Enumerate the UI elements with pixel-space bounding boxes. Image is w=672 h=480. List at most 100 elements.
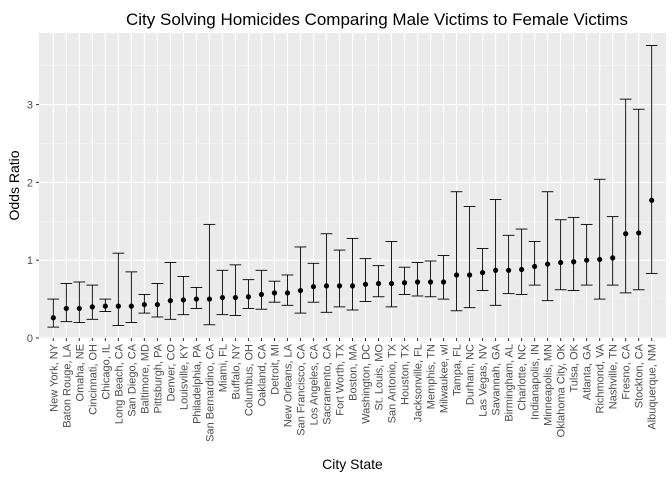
- data-point: [427, 279, 434, 285]
- errorbar: [437, 255, 450, 300]
- errorbar: [411, 262, 424, 297]
- x-tick-label: Albuquerque, NM: [647, 344, 659, 430]
- errorbar: [112, 252, 125, 327]
- x-tick-label: Milwaukee, wI: [439, 344, 451, 413]
- data-point: [219, 294, 226, 301]
- x-tick-label: Charlotte, NC: [517, 344, 529, 411]
- data-point: [610, 255, 616, 261]
- data-point: [375, 280, 382, 287]
- data-point: [532, 263, 538, 270]
- x-axis: New York, NY Baton Rouge, LA Omaha, NE Cinc…: [48, 338, 659, 442]
- errorbar: [359, 258, 372, 302]
- data-point: [479, 270, 486, 276]
- data-point: [349, 283, 356, 289]
- x-tick-label: Durham, NC: [465, 344, 477, 405]
- x-tick-label: Columbus, OH: [243, 344, 255, 416]
- y-tick-label: 2: [27, 177, 33, 189]
- x-tick-label: Houston, TX: [400, 343, 412, 405]
- data-point: [128, 303, 134, 309]
- x-tick-label: Washington, DC: [361, 344, 373, 424]
- errorbar: [463, 206, 476, 309]
- x-tick-label: Los Angeles, CA: [308, 343, 320, 425]
- errorbar: [554, 219, 567, 291]
- errorbar: [242, 279, 255, 309]
- errorbar: [541, 191, 554, 302]
- errorbar: [476, 248, 489, 291]
- errorbar: [177, 276, 190, 316]
- errorbar: [580, 223, 593, 286]
- x-tick-label: Richmond, VA: [595, 343, 607, 413]
- data-marks: [47, 44, 658, 328]
- x-tick-label: Denver, CO: [165, 344, 177, 402]
- x-tick-label: Atlanta, GA: [582, 343, 594, 400]
- x-tick-label: Indianapolis, IN: [530, 344, 542, 420]
- data-point: [154, 301, 160, 308]
- errorbar: [255, 269, 268, 310]
- x-tick-label: Detroit, MI: [269, 344, 281, 395]
- x-tick-label: Boston, MA: [348, 343, 360, 401]
- x-tick-label: Tampa, FL: [452, 344, 464, 396]
- errorbar: [86, 284, 99, 320]
- data-point: [401, 280, 408, 286]
- x-tick-label: Savannah, GA: [491, 343, 503, 415]
- data-point: [76, 305, 82, 312]
- data-point: [271, 290, 278, 296]
- data-point: [584, 257, 590, 263]
- x-tick-label: New York, NY: [48, 343, 60, 412]
- x-tick-label: Minneapolis, MN: [543, 344, 555, 426]
- x-tick-label: Fort Worth, TX: [334, 343, 346, 415]
- x-tick-label: Buffalo, NY: [230, 343, 242, 399]
- errorbar: [606, 216, 619, 286]
- errorbar: [593, 178, 606, 300]
- errorbar: [385, 241, 398, 308]
- data-point: [232, 294, 239, 301]
- errorbar: [229, 264, 242, 316]
- data-point: [89, 304, 95, 310]
- data-point: [245, 294, 252, 300]
- data-point: [519, 266, 525, 273]
- x-tick-label: Louisville, KY: [178, 343, 190, 410]
- data-point: [193, 296, 200, 302]
- x-tick-label: Sacramento, CA: [321, 343, 333, 424]
- x-tick-label: San Francisco, CA: [295, 343, 307, 435]
- data-point: [206, 296, 213, 302]
- data-point: [545, 261, 551, 267]
- data-point: [388, 280, 395, 287]
- errorbar: [281, 274, 294, 306]
- errorbar: [450, 191, 463, 312]
- errorbar: [333, 249, 346, 308]
- errorbar: [567, 216, 580, 291]
- errorbar: [307, 262, 320, 303]
- data-point: [623, 231, 629, 237]
- errorbar: [73, 281, 86, 323]
- x-tick-label: Baltimore, MD: [139, 344, 151, 414]
- data-point: [336, 283, 343, 289]
- errorbar: [502, 234, 515, 295]
- errorbar: [125, 271, 138, 323]
- data-point: [115, 303, 121, 309]
- x-tick-label: Omaha, NE: [74, 344, 86, 401]
- errorbar: [515, 228, 528, 295]
- x-tick-label: New Orleans, LA: [282, 343, 294, 427]
- data-point: [597, 256, 603, 263]
- errorbar: [346, 237, 359, 311]
- data-point: [558, 259, 564, 266]
- x-tick-label: Philadelphia, PA: [191, 343, 203, 424]
- data-point: [141, 301, 147, 308]
- data-point: [636, 230, 642, 236]
- x-tick-label: Oklahoma City, OK: [556, 343, 568, 437]
- errorbar: [151, 283, 164, 318]
- errorbar: [60, 283, 73, 323]
- y-tick-label: 1: [27, 255, 33, 267]
- errorbar: [320, 233, 333, 313]
- errorbar: [619, 98, 632, 294]
- errorbar: [528, 241, 541, 286]
- x-tick-label: Miami, FL: [217, 344, 229, 392]
- data-point: [63, 305, 69, 312]
- errorbar: [489, 199, 502, 306]
- data-point: [414, 279, 421, 285]
- chart-title: City Solving Homicides Comparing Male Vi…: [126, 10, 628, 29]
- errorbar: [203, 223, 216, 326]
- y-axis: 0 1 2 3: [27, 100, 39, 345]
